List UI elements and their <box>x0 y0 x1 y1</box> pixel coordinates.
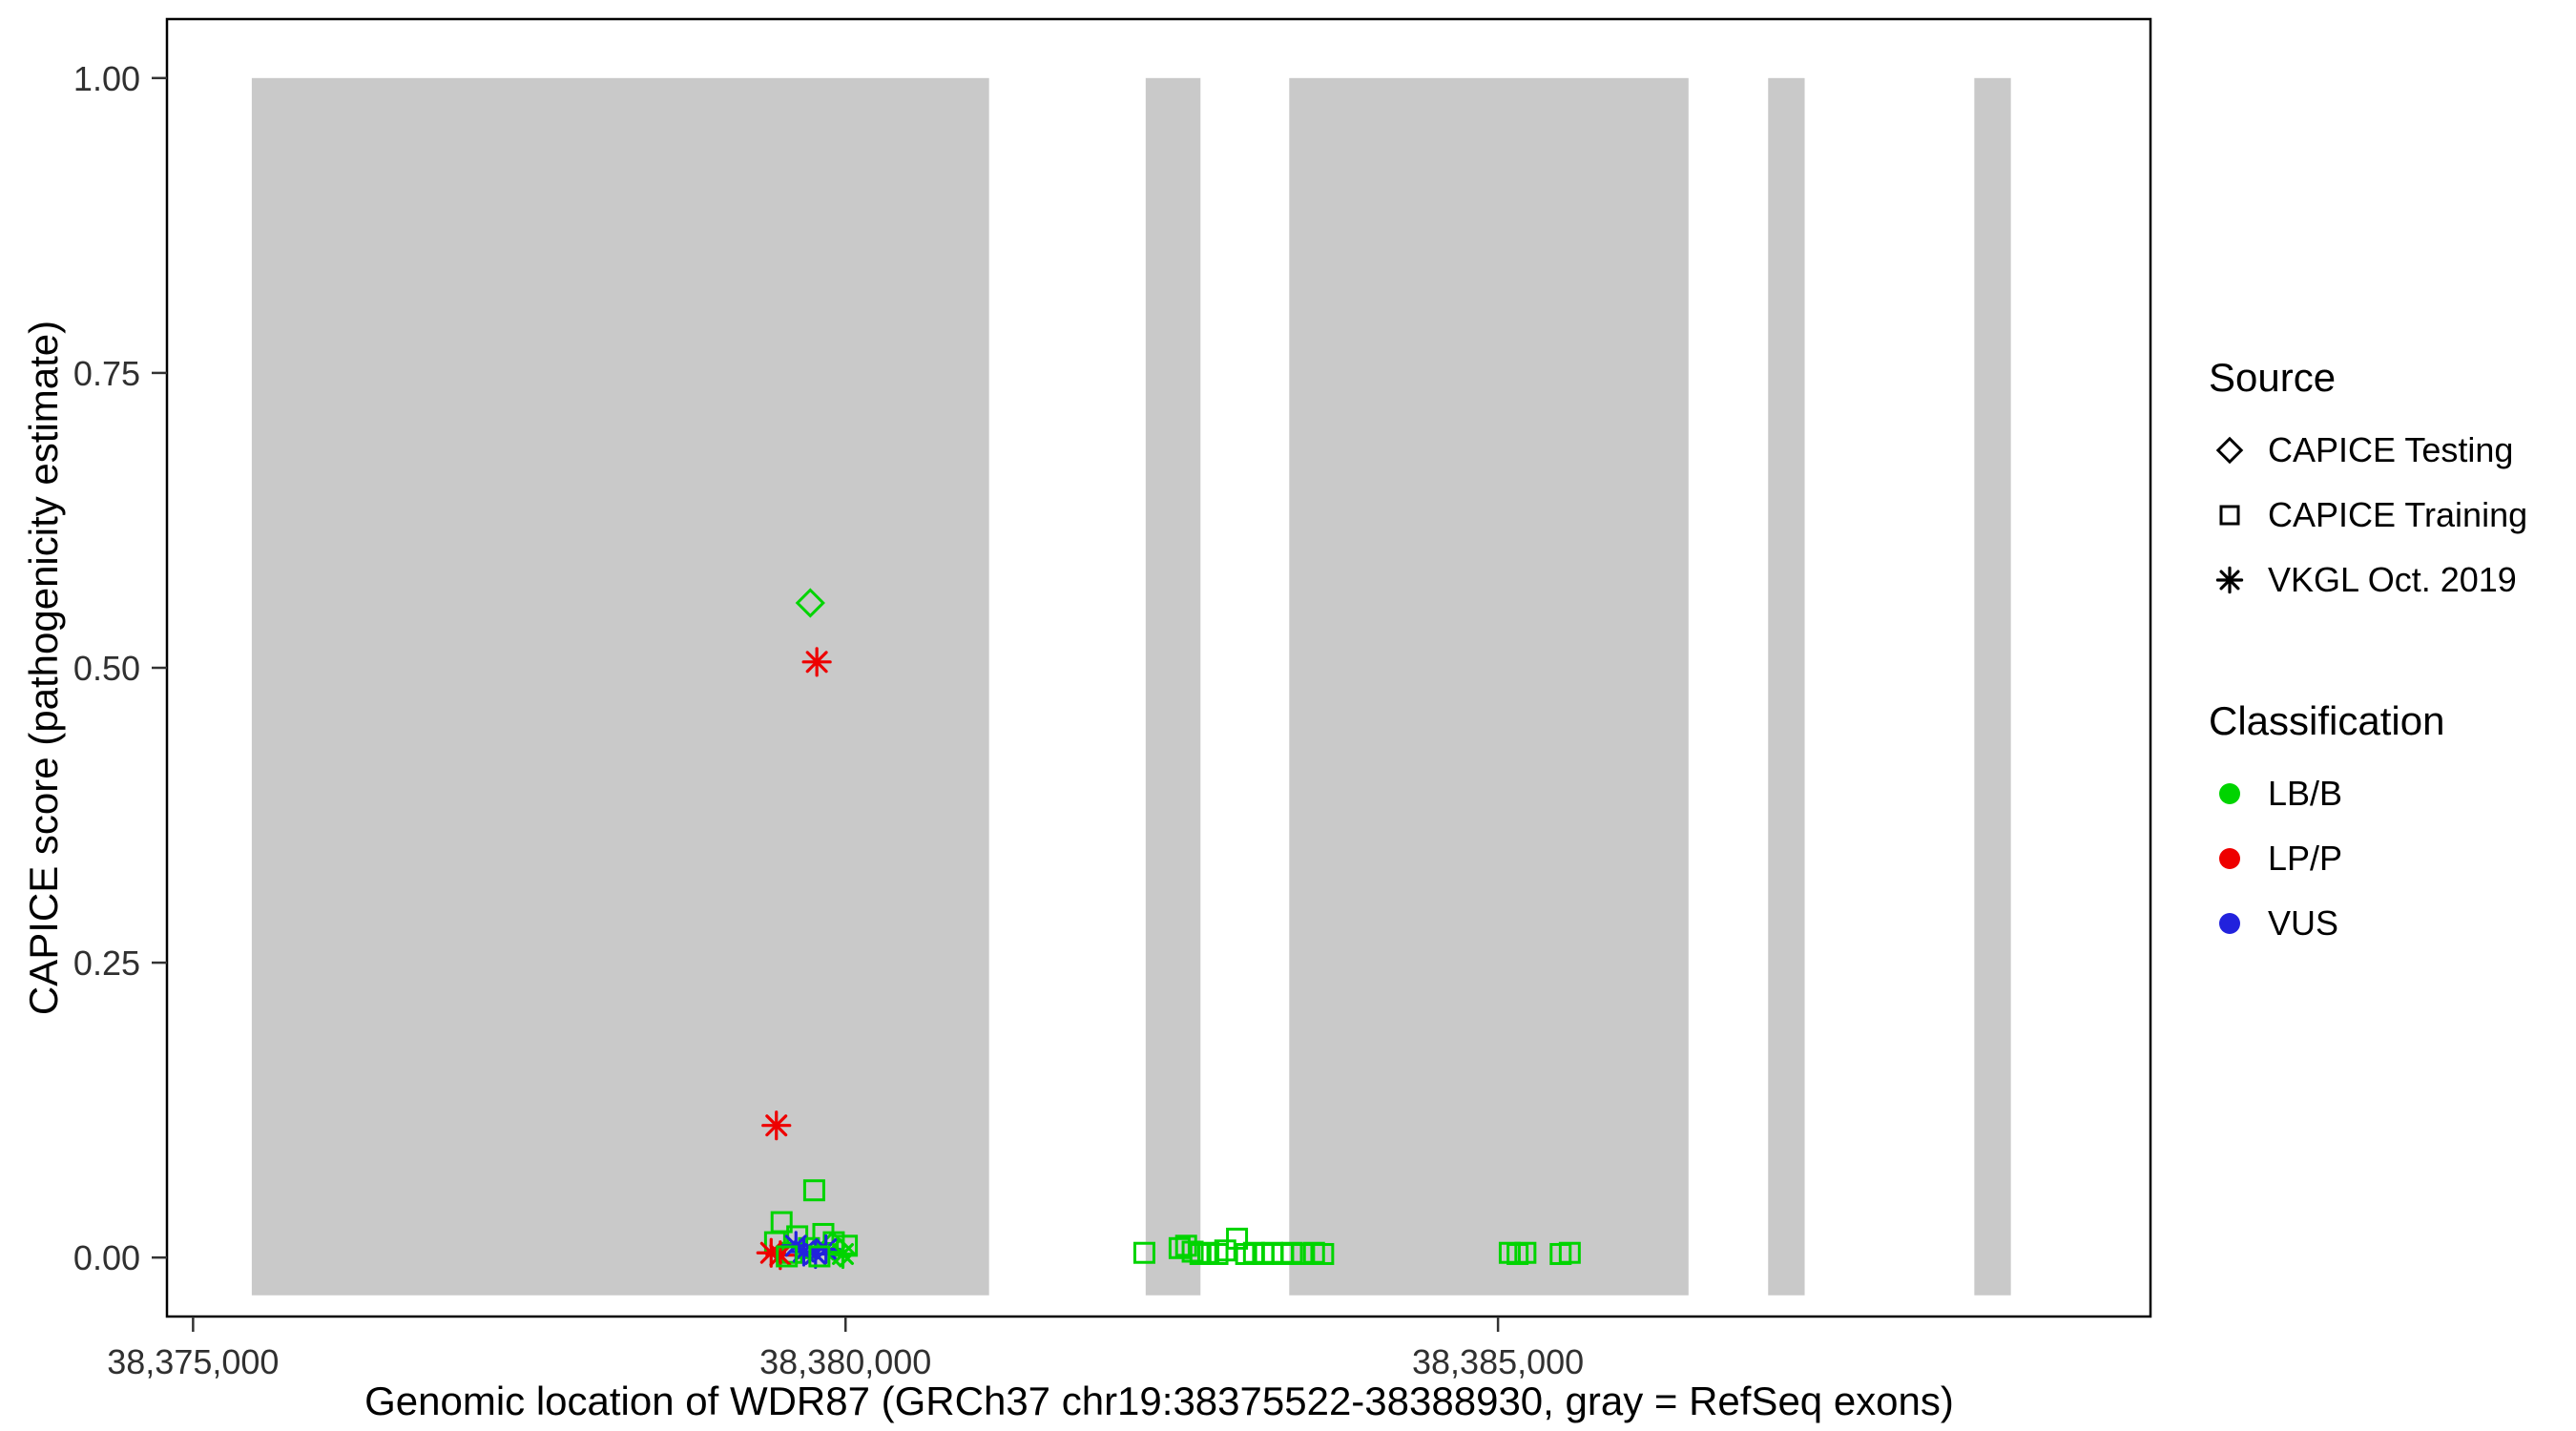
data-point-square <box>808 1245 831 1268</box>
data-point-square <box>776 1245 799 1268</box>
legend-classification-title: Classification <box>2209 698 2445 743</box>
y-axis-title: CAPICE score (pathogenicity estimate) <box>21 320 66 1016</box>
legend-item-label: CAPICE Training <box>2268 495 2528 534</box>
data-point-diamond <box>2215 436 2244 465</box>
asterisk-marker-icon <box>2215 566 2244 594</box>
dot <box>2219 913 2240 934</box>
legend-item-lb-b: LB/B <box>2209 773 2527 815</box>
asterisk-arm <box>832 1242 855 1265</box>
data-point-square <box>1181 1240 1204 1263</box>
legend-item-capice-training: CAPICE Training <box>2209 494 2527 536</box>
data-point-square <box>1312 1242 1335 1265</box>
asterisk-arm <box>765 1114 788 1137</box>
data-point-asterisk <box>801 647 832 677</box>
legend-item-vus: VUS <box>2209 902 2527 944</box>
exon-rect <box>1974 77 2011 1296</box>
y-tick-label: 0.50 <box>73 649 140 688</box>
y-tick-label: 1.00 <box>73 59 140 98</box>
y-tick-label: 0.25 <box>73 944 140 983</box>
legend-item-vkgl-oct-2019: VKGL Oct. 2019 <box>2209 559 2527 601</box>
exon-rect <box>1289 77 1689 1296</box>
color-dot-icon <box>2219 913 2240 934</box>
x-tick-label: 38,385,000 <box>1412 1342 1584 1381</box>
data-point-square <box>1514 1241 1537 1264</box>
legend-source-items: CAPICE Testing CAPICE Training VKGL Oct. 2… <box>2209 429 2527 624</box>
legend-item-lp-p: LP/P <box>2209 838 2527 880</box>
dot <box>2219 848 2240 869</box>
color-dot-icon <box>2219 783 2240 804</box>
data-point-asterisk <box>811 1234 841 1265</box>
exon-rect <box>251 77 989 1296</box>
square-marker-icon <box>2219 505 2240 526</box>
data-point-square <box>1291 1242 1314 1265</box>
exon-rect <box>1145 77 1201 1296</box>
x-axis-title: Genomic location of WDR87 (GRCh37 chr19:… <box>364 1379 1954 1423</box>
asterisk-arm <box>815 1238 838 1261</box>
data-point-diamond <box>795 588 825 618</box>
legend-item-label: LB/B <box>2268 774 2343 813</box>
data-point-square <box>1132 1241 1155 1264</box>
x-tick-label: 38,380,000 <box>759 1342 931 1381</box>
legend-item-label: CAPICE Testing <box>2268 430 2514 469</box>
data-point-square <box>1214 1239 1236 1262</box>
x-tick-label: 38,375,000 <box>107 1342 279 1381</box>
data-point-square <box>802 1179 825 1202</box>
data-point-asterisk <box>2215 566 2244 594</box>
legend-item-label: VKGL Oct. 2019 <box>2268 560 2517 599</box>
data-point-asterisk <box>761 1110 792 1141</box>
data-point-square <box>2219 505 2240 526</box>
data-point-square <box>1206 1242 1229 1265</box>
legend-item-capice-testing: CAPICE Testing <box>2209 429 2527 471</box>
y-tick-label: 0.00 <box>73 1238 140 1277</box>
legend-source-title: Source <box>2209 355 2337 400</box>
data-point-square <box>1168 1236 1191 1259</box>
asterisk-arm <box>805 651 828 674</box>
asterisk-arm <box>2219 570 2240 591</box>
legend-panel: Source CAPICE Testing CAPICE Training VKGL… <box>2209 355 2527 967</box>
exon-rect <box>1768 77 1805 1296</box>
dot <box>2219 783 2240 804</box>
asterisk-arm <box>769 1244 792 1267</box>
legend-classification-items: LB/B LP/P VUS <box>2209 773 2527 967</box>
y-tick-label: 0.75 <box>73 354 140 393</box>
legend-item-label: LP/P <box>2268 839 2343 878</box>
diamond-marker-icon <box>2215 436 2244 465</box>
data-point-asterisk <box>827 1238 859 1270</box>
color-dot-icon <box>2219 848 2240 869</box>
legend-item-label: VUS <box>2268 903 2339 943</box>
data-point-square <box>1558 1241 1581 1264</box>
